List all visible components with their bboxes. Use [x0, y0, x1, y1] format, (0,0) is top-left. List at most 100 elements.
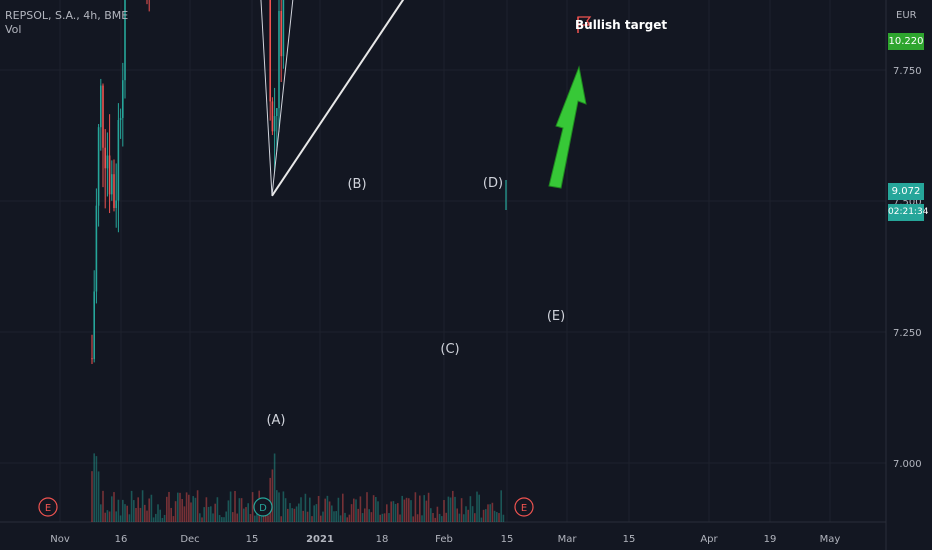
volume-bar: [383, 513, 386, 522]
volume-bar: [339, 515, 342, 522]
volume-bar: [309, 497, 311, 522]
volume-bar: [161, 517, 164, 522]
volume-bar: [388, 513, 390, 522]
event-marker-2: [514, 497, 534, 517]
volume-bar: [500, 490, 502, 522]
volume-bar: [146, 510, 148, 522]
volume-bar: [174, 501, 177, 522]
volume-bar: [443, 500, 445, 522]
candle-body: [93, 291, 95, 360]
volume-bar: [447, 496, 450, 522]
volume-bar: [221, 517, 223, 522]
volume-bar: [313, 505, 315, 522]
volume-bar: [416, 514, 419, 522]
volume-bar: [111, 496, 113, 522]
volume-bar: [168, 491, 170, 522]
volume-bar: [370, 512, 373, 522]
x-tick-label: 15: [623, 534, 636, 545]
volume-bar: [493, 510, 496, 522]
volume-bar: [247, 503, 249, 522]
volume-bar: [386, 504, 388, 522]
volume-bar: [467, 509, 469, 522]
volume-bar: [364, 508, 366, 522]
wave-label-0: (A): [266, 413, 285, 428]
volume-bar: [137, 497, 139, 522]
volume-bar: [489, 504, 491, 522]
volume-bar: [350, 504, 353, 522]
volume-bar: [139, 507, 142, 522]
volume-bar: [128, 514, 131, 522]
volume-bar: [403, 499, 406, 522]
candle-body: [91, 358, 93, 360]
x-tick-label: 19: [764, 534, 777, 545]
volume-bar: [460, 498, 463, 522]
volume-bar: [454, 496, 456, 522]
y-tick-label: 7.250: [893, 328, 922, 339]
candle-body: [273, 116, 276, 132]
volume-bar: [148, 498, 150, 522]
volume-label: Vol: [5, 23, 22, 36]
currency-label: EUR: [896, 10, 917, 21]
volume-bar: [335, 511, 337, 522]
volume-bar: [324, 498, 326, 522]
volume-bar: [355, 499, 357, 522]
volume-bar: [425, 500, 428, 522]
volume-bar: [344, 512, 346, 522]
volume-bar: [432, 512, 434, 522]
volume-bar: [194, 497, 197, 522]
bullish-target-label: Bullish target: [575, 18, 668, 32]
volume-bar: [282, 491, 285, 522]
volume-bar: [471, 506, 474, 522]
volume-bar: [375, 496, 377, 522]
volume-bar: [97, 471, 100, 522]
wave-label-3: (D): [483, 176, 503, 191]
volume-bar: [401, 495, 403, 522]
volume-bar: [126, 505, 128, 522]
x-tick-label: 15: [501, 534, 514, 545]
volume-bar: [234, 490, 236, 522]
volume-bar: [260, 516, 263, 522]
volume-bar: [141, 490, 144, 522]
volume-bar: [441, 516, 443, 522]
volume-bar: [474, 513, 476, 522]
wave-label-1: (B): [347, 177, 366, 192]
event-marker-label: D: [259, 503, 267, 514]
volume-bar: [214, 503, 216, 522]
volume-bar: [326, 495, 329, 522]
volume-bar: [496, 512, 498, 522]
event-marker-label: E: [45, 503, 51, 514]
volume-bar: [124, 504, 126, 522]
volume-bar: [177, 492, 179, 522]
event-marker-0: [38, 497, 58, 517]
event-marker-label: E: [521, 503, 527, 514]
volume-bar: [449, 497, 452, 522]
wave-path: [260, 0, 294, 196]
volume-bar: [456, 508, 458, 522]
volume-bar: [300, 497, 302, 522]
y-tick-label: 7.000: [893, 459, 922, 470]
volume-bar: [133, 500, 135, 522]
volume-bar: [113, 492, 115, 522]
volume-bar: [243, 508, 245, 522]
volume-bar: [379, 514, 381, 522]
volume-bar: [249, 514, 252, 522]
volume-bar: [287, 508, 289, 522]
volume-bar: [267, 515, 269, 522]
volume-bar: [117, 499, 120, 522]
volume-bar: [223, 517, 225, 522]
volume-bar: [487, 504, 489, 522]
volume-bar: [408, 498, 410, 522]
candles: [91, 0, 285, 364]
bullish-arrow: [548, 65, 587, 189]
candle-body: [115, 200, 117, 209]
volume-bar: [423, 495, 425, 522]
volume-bar: [91, 471, 93, 522]
volume-bar: [218, 515, 221, 522]
volume-bar: [155, 513, 157, 522]
volume-bar: [150, 494, 153, 522]
volume-bar: [203, 507, 205, 522]
volume-bar: [201, 517, 203, 522]
volume-bar: [322, 511, 324, 522]
volume-bar: [353, 498, 355, 522]
